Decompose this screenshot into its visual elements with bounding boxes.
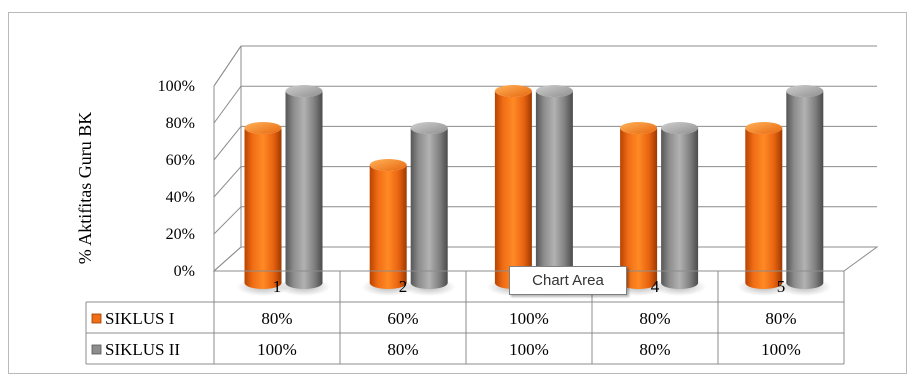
x-tick-label: 5 [777,277,786,296]
y-tick-label: 40% [166,189,195,206]
bar-top [494,85,532,97]
x-tick-label: 4 [651,277,660,296]
bar-body [535,91,573,289]
y-tick-label: 0% [174,263,195,280]
bar-top [745,122,783,134]
y-tick-label: 80% [166,115,195,132]
y-tick-label: 100% [158,78,195,95]
bar-body [745,128,783,289]
chart-area-tooltip: Chart Area [509,266,627,295]
legend-label-siklus-i: SIKLUS I [105,309,175,328]
bar-orange-1 [236,122,290,296]
legend-label-siklus-ii: SIKLUS II [105,340,180,359]
bar-body [369,165,407,289]
legend-swatch-siklus-ii [91,344,102,355]
bar-top [620,122,658,134]
table-value-label: 80% [765,309,796,328]
bar-gray-5 [778,85,832,296]
table-value-label: 80% [639,309,670,328]
bar-top [410,122,448,134]
table-value-label: 100% [761,340,801,359]
data-table: 12345SIKLUS I80%60%100%80%80%SIKLUS II10… [85,270,845,365]
side-gridline [213,206,242,235]
bar-body [244,128,282,289]
side-gridline [213,126,242,161]
bar-orange-5 [737,122,791,296]
side-gridline [213,45,242,87]
bar-top [535,85,573,97]
bar-orange-2 [361,159,415,296]
bar-top [369,159,407,171]
x-tick-label: 1 [273,277,282,296]
y-tick-label: 60% [166,152,195,169]
bar-body [786,91,824,289]
bar-gray-2 [402,122,456,296]
y-tick-label: 20% [166,226,195,243]
bar-gray-4 [653,122,707,296]
bar-body [494,91,532,289]
bar-top [786,85,824,97]
table-value-label: 100% [509,309,549,328]
side-gridline [213,246,242,272]
table-value-label: 60% [387,309,418,328]
bar-orange-4 [612,122,666,296]
chart-axes: 0% 20% 40% 60% 80% 100% [158,78,195,280]
bar-top [285,85,323,97]
bar-top [661,122,699,134]
table-value-label: 80% [261,309,292,328]
x-tick-label: 2 [399,277,408,296]
table-value-label: 100% [257,340,297,359]
legend-swatch-siklus-i [91,313,102,324]
bar-body [410,128,448,289]
bar-body [661,128,699,289]
chart-bars [236,85,832,296]
bar-body [285,91,323,289]
bar-top [244,122,282,134]
table-value-label: 100% [509,340,549,359]
bar-gray-1 [277,85,331,296]
table-value-label: 80% [639,340,670,359]
side-gridline [213,166,242,198]
bar-body [620,128,658,289]
y-axis-label: % Aktifitas Guru BK [75,112,95,265]
table-value-label: 80% [387,340,418,359]
side-gridline [213,85,242,124]
